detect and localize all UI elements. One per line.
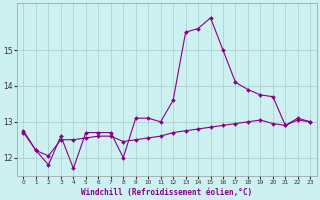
X-axis label: Windchill (Refroidissement éolien,°C): Windchill (Refroidissement éolien,°C) [81,188,252,197]
